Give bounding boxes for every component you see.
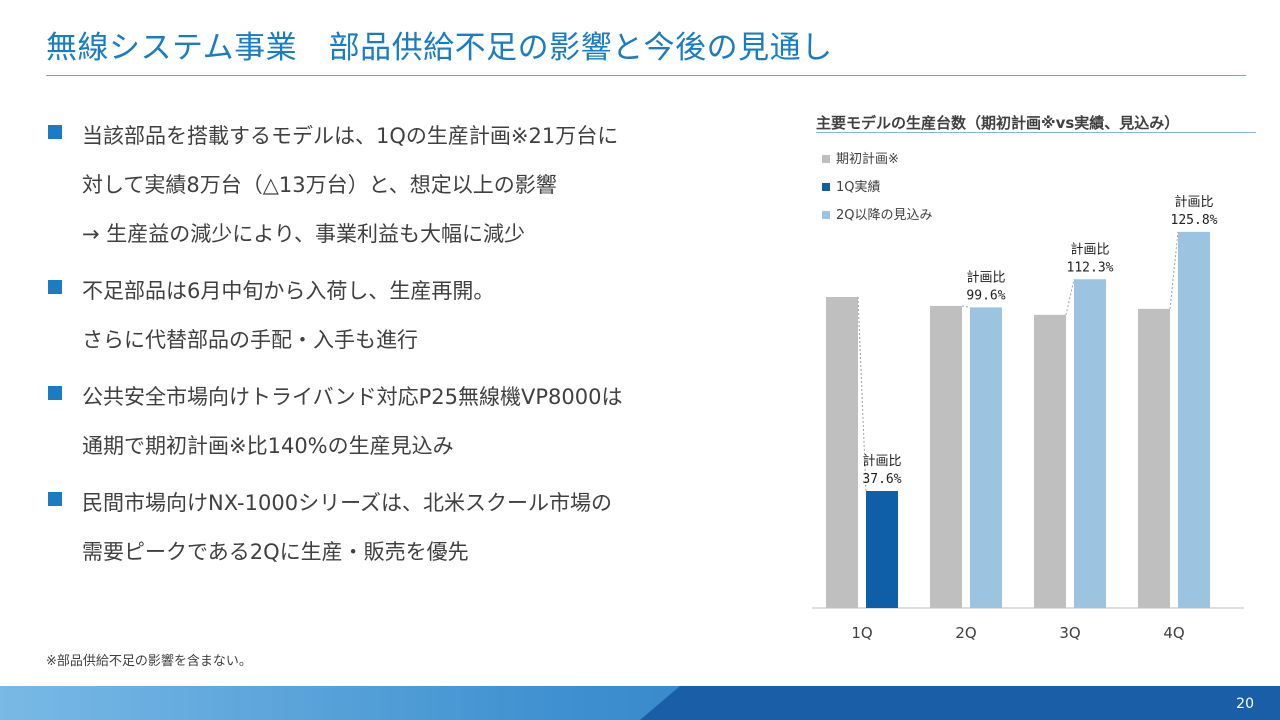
category-label: 4Q (1163, 624, 1184, 642)
ratio-caption: 計画比 (1070, 241, 1109, 257)
forecast-bar (1178, 231, 1210, 608)
bullet-list: 当該部品を搭載するモデルは、1Qの生産計画※21万台に 対して実績8万台（△13… (46, 112, 786, 585)
bullet-line: 不足部品は6月中旬から入荷し、生産再開。 (82, 279, 495, 303)
bullet-line: 公共安全市場向けトライバンド対応P25無線機VP8000は (82, 385, 623, 409)
connector-line (961, 305, 971, 308)
ratio-caption: 計画比 (862, 453, 901, 469)
bullet-line: さらに代替部品の手配・入手も進行 (82, 328, 418, 352)
ratio-value: 99.6% (966, 288, 1005, 303)
title-divider (46, 75, 1246, 76)
bullet-item: 不足部品は6月中旬から入荷し、生産再開。 さらに代替部品の手配・入手も進行 (46, 267, 786, 365)
bullet-square-icon (48, 492, 62, 506)
connector-line (857, 297, 867, 492)
page-number: 20 (1236, 696, 1254, 712)
plan-bar (1138, 308, 1170, 608)
ratio-value: 125.8% (1171, 213, 1218, 228)
connector-line (1169, 231, 1179, 309)
legend-swatch (822, 155, 830, 163)
forecast-bar (970, 307, 1002, 608)
bullet-line: → 生産益の減少により、事業利益も大幅に減少 (82, 222, 526, 246)
category-label: 2Q (955, 624, 976, 642)
legend-swatch (822, 211, 830, 219)
ratio-caption: 計画比 (1174, 194, 1213, 210)
footnote: ※部品供給不足の影響を含まない。 (46, 654, 252, 669)
bullet-line: 需要ピークである2Qに生産・販売を優先 (82, 540, 469, 564)
category-label: 3Q (1059, 624, 1080, 642)
bullet-line: 当該部品を搭載するモデルは、1Qの生産計画※21万台に (82, 124, 619, 148)
plan-bar (826, 297, 858, 608)
actual-bar (866, 491, 898, 608)
connector-line (1065, 279, 1075, 315)
legend-label: 1Q実績 (836, 179, 881, 195)
bullet-item: 民間市場向けNX-1000シリーズは、北米スクール市場の 需要ピークである2Qに… (46, 479, 786, 577)
bullet-line: 民間市場向けNX-1000シリーズは、北米スクール市場の (82, 491, 613, 515)
bullet-square-icon (48, 280, 62, 294)
legend-label: 期初計画※ (836, 151, 899, 167)
forecast-bar (1074, 279, 1106, 608)
chart-title-divider (816, 132, 1256, 133)
footer-accent (640, 686, 1280, 720)
chart-title: 主要モデルの生産台数（期初計画※vs実績、見込み） (816, 114, 1180, 132)
legend-swatch (822, 183, 830, 191)
ratio-value: 37.6% (862, 472, 901, 487)
legend-label: 2Q以降の見込み (836, 208, 933, 223)
bullet-line: 通期で期初計画※比140%の生産見込み (82, 434, 454, 458)
slide-title: 無線システム事業 部品供給不足の影響と今後の見通し (46, 30, 833, 66)
bullet-item: 公共安全市場向けトライバンド対応P25無線機VP8000は 通期で期初計画※比1… (46, 373, 786, 471)
plan-bar (1034, 314, 1066, 608)
bullet-line: 対して実績8万台（△13万台）と、想定以上の影響 (82, 173, 557, 197)
ratio-value: 112.3% (1067, 260, 1114, 275)
bullet-square-icon (48, 125, 62, 139)
bullet-square-icon (48, 386, 62, 400)
plan-bar (930, 305, 962, 608)
category-label: 1Q (851, 624, 872, 642)
ratio-caption: 計画比 (966, 269, 1005, 285)
bullet-item: 当該部品を搭載するモデルは、1Qの生産計画※21万台に 対して実績8万台（△13… (46, 112, 786, 259)
